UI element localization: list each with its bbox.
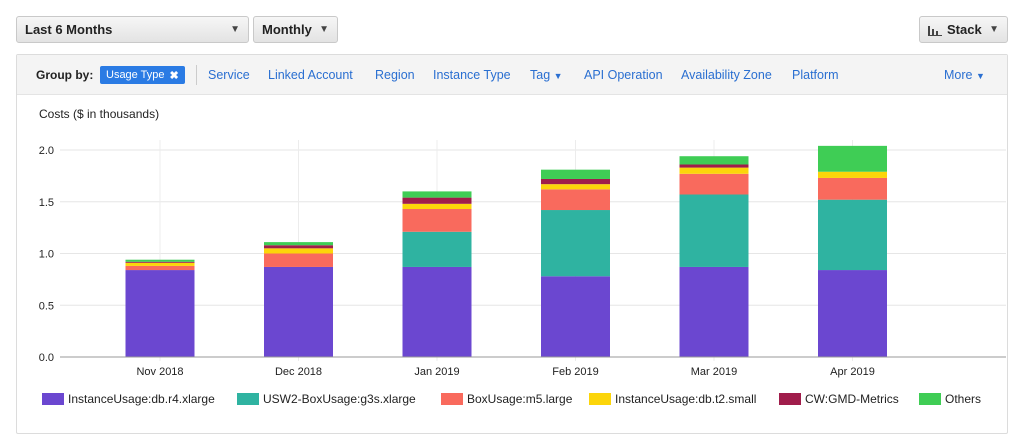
legend-item[interactable]: CW:GMD-Metrics <box>779 392 899 406</box>
bar-segment <box>541 189 610 211</box>
y-tick-label: 2.0 <box>39 145 54 157</box>
x-tick-label: Mar 2019 <box>691 366 737 378</box>
bar-chart-icon <box>928 25 942 36</box>
bar-segment <box>125 262 195 266</box>
group-by-region[interactable]: Region <box>375 68 415 82</box>
chevron-down-icon: ▼ <box>975 71 985 81</box>
x-tick-label: Apr 2019 <box>830 366 875 378</box>
bar-segment <box>818 199 887 271</box>
date-range-label: Last 6 Months <box>25 22 113 37</box>
legend-swatch <box>42 393 64 405</box>
bar-segment <box>402 203 472 209</box>
granularity-select[interactable]: Monthly ▼ <box>253 16 338 43</box>
bar-segment <box>264 266 333 357</box>
bar-segment <box>541 178 610 185</box>
chart-style-select[interactable]: Stack ▼ <box>919 16 1008 43</box>
legend-item[interactable]: InstanceUsage:db.r4.xlarge <box>42 392 215 406</box>
bar-segment <box>541 184 610 190</box>
legend-item[interactable]: InstanceUsage:db.t2.small <box>589 392 756 406</box>
bar-segment <box>818 145 887 172</box>
bar-segment <box>679 266 749 357</box>
bar-segment <box>679 164 749 168</box>
date-range-select[interactable]: Last 6 Months ▼ <box>16 16 249 43</box>
bar-segment <box>125 270 195 357</box>
chip-label: Usage Type <box>106 69 165 81</box>
bar-segment <box>402 197 472 204</box>
legend-swatch <box>779 393 801 405</box>
bar-segment <box>818 171 887 178</box>
bar-segment <box>679 194 749 267</box>
bar-segment <box>125 259 195 262</box>
y-tick-label: 0.0 <box>39 352 54 364</box>
bar-segment <box>264 248 333 254</box>
legend-swatch <box>441 393 463 405</box>
close-icon[interactable]: ✖ <box>169 69 179 82</box>
group-by-availability-zone[interactable]: Availability Zone <box>681 68 772 82</box>
granularity-label: Monthly <box>262 22 312 37</box>
chart-style-label: Stack <box>947 22 982 37</box>
bar-segment <box>125 265 195 271</box>
legend-swatch <box>237 393 259 405</box>
x-tick-label: Feb 2019 <box>552 366 598 378</box>
bar-segment <box>264 242 333 246</box>
group-by-tag[interactable]: Tag ▼ <box>530 68 563 82</box>
divider <box>196 65 197 85</box>
bar-segment <box>402 266 472 357</box>
legend-swatch <box>919 393 941 405</box>
group-by-chip-usage-type[interactable]: Usage Type ✖ <box>100 66 185 84</box>
legend-label: InstanceUsage:db.t2.small <box>615 392 757 406</box>
bar-segment <box>818 177 887 200</box>
legend-item[interactable]: Others <box>919 392 981 406</box>
bar-segment <box>541 169 610 179</box>
bar-segment <box>541 276 610 357</box>
bar-segment <box>679 173 749 195</box>
legend-label: BoxUsage:m5.large <box>467 392 573 406</box>
y-tick-label: 0.5 <box>39 300 54 312</box>
chevron-down-icon: ▼ <box>319 24 329 35</box>
bar-segment <box>679 167 749 174</box>
bar-segment <box>264 253 333 267</box>
bar-segment <box>818 270 887 357</box>
legend-swatch <box>589 393 611 405</box>
bar-segment <box>402 208 472 232</box>
chevron-down-icon: ▼ <box>230 24 240 35</box>
more-label: More <box>944 68 973 82</box>
x-tick-label: Dec 2018 <box>275 366 322 378</box>
bar-segment <box>679 156 749 165</box>
x-tick-label: Nov 2018 <box>136 366 183 378</box>
bar-segment <box>402 191 472 198</box>
legend-label: USW2-BoxUsage:g3s.xlarge <box>263 392 416 406</box>
group-by-instance-type[interactable]: Instance Type <box>433 68 511 82</box>
bar-segment <box>125 261 195 263</box>
group-by-linked-account[interactable]: Linked Account <box>268 68 353 82</box>
group-by-label: Group by: <box>36 68 94 82</box>
chevron-down-icon: ▼ <box>553 71 563 81</box>
legend-item[interactable]: USW2-BoxUsage:g3s.xlarge <box>237 392 416 406</box>
y-tick-label: 1.0 <box>39 249 54 261</box>
bar-segment <box>264 245 333 249</box>
group-by-api-operation[interactable]: API Operation <box>584 68 663 82</box>
more-menu[interactable]: More ▼ <box>944 68 985 82</box>
legend-label: CW:GMD-Metrics <box>805 392 899 406</box>
y-tick-label: 1.5 <box>39 197 54 209</box>
bar-segment <box>402 231 472 267</box>
legend-item[interactable]: BoxUsage:m5.large <box>441 392 572 406</box>
group-by-bar: Group by: Usage Type ✖ Service Linked Ac… <box>17 55 1007 95</box>
y-axis-title: Costs ($ in thousands) <box>39 107 160 121</box>
x-tick-label: Jan 2019 <box>414 366 459 378</box>
group-by-service[interactable]: Service <box>208 68 250 82</box>
legend-label: Others <box>945 392 982 406</box>
group-by-platform[interactable]: Platform <box>792 68 839 82</box>
legend-label: InstanceUsage:db.r4.xlarge <box>68 392 215 406</box>
tag-label: Tag <box>530 68 551 82</box>
chevron-down-icon: ▼ <box>989 24 999 35</box>
bar-segment <box>541 210 610 277</box>
